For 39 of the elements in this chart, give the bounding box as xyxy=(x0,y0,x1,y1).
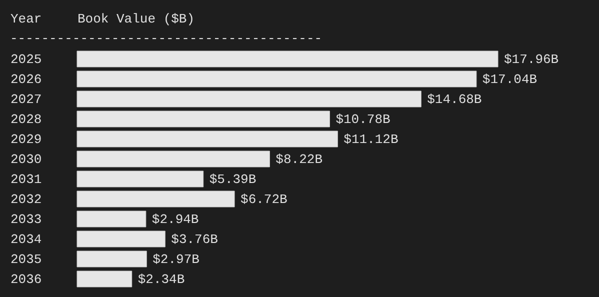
bar xyxy=(76,90,422,108)
bar xyxy=(76,210,146,228)
data-label: $5.39B xyxy=(209,172,256,187)
bar xyxy=(76,250,147,268)
text: ---------------------------------------- xyxy=(10,31,322,46)
data-label: $10.78B xyxy=(336,112,390,127)
bar xyxy=(76,170,204,188)
data-label: $2.94B xyxy=(152,212,199,227)
data-label: $14.68B xyxy=(427,92,482,107)
y-tick-label: 2035 xyxy=(10,252,42,267)
data-label: $8.22B xyxy=(276,152,323,167)
y-tick-label: 2033 xyxy=(10,212,42,227)
data-label: $11.12B xyxy=(344,132,398,147)
y-tick-label: 2031 xyxy=(10,172,42,187)
y-tick-label: 2030 xyxy=(10,152,42,167)
y-tick-label: 2034 xyxy=(10,232,42,247)
y-tick-label: 2029 xyxy=(10,132,42,147)
data-label: $6.72B xyxy=(240,192,288,207)
bar xyxy=(76,70,477,88)
bar xyxy=(76,50,498,68)
data-label: $3.76B xyxy=(171,232,218,247)
data-label: $17.04B xyxy=(482,72,538,87)
x-axis-title: Book Value ($B) xyxy=(78,12,195,26)
y-tick-label: 2027 xyxy=(10,92,42,107)
y-tick-label: 2026 xyxy=(10,72,42,87)
y-tick-label: 2036 xyxy=(10,272,42,287)
y-tick-label: 2025 xyxy=(10,52,42,67)
y-tick-label: 2028 xyxy=(10,112,42,127)
bar xyxy=(76,270,132,288)
bar xyxy=(76,130,338,148)
bar xyxy=(76,150,270,168)
bar xyxy=(76,110,330,128)
y-tick-label: 2032 xyxy=(10,192,42,207)
data-label: $17.96B xyxy=(504,52,559,67)
data-label: $2.34B xyxy=(138,272,185,287)
y-axis-title: Year xyxy=(10,12,42,26)
data-label: $2.97B xyxy=(152,252,200,267)
bar xyxy=(76,190,235,208)
bar xyxy=(76,230,166,248)
